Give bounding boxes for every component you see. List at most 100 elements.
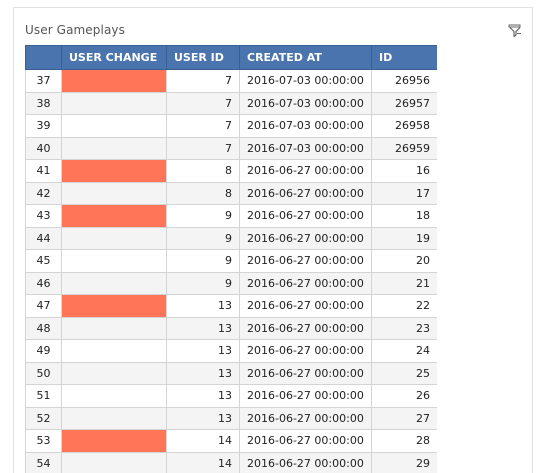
table-row[interactable]: 38 7 2016-07-03 00:00:00 26957 <box>25 91 437 115</box>
table-row[interactable]: 47 13 2016-06-27 00:00:00 22 <box>25 294 437 318</box>
table-row[interactable]: 48 13 2016-06-27 00:00:00 23 <box>25 316 437 340</box>
id-cell: 24 <box>371 339 437 363</box>
created-at-cell: 2016-06-27 00:00:00 <box>239 271 372 295</box>
panel: User Gameplays USER CHANGE USER ID CREAT… <box>13 7 533 473</box>
user-id-cell: 13 <box>166 406 240 430</box>
user-id-cell: 8 <box>166 181 240 205</box>
filter-icon[interactable] <box>508 24 522 38</box>
user-change-cell <box>61 451 167 473</box>
id-cell: 25 <box>371 361 437 385</box>
id-cell: 19 <box>371 226 437 250</box>
table-row[interactable]: 52 13 2016-06-27 00:00:00 27 <box>25 406 437 430</box>
user-id-cell: 9 <box>166 271 240 295</box>
user-change-cell <box>61 384 167 408</box>
user-id-cell: 9 <box>166 226 240 250</box>
row-index-cell: 53 <box>25 429 62 453</box>
user-change-cell <box>61 159 167 183</box>
created-at-cell: 2016-06-27 00:00:00 <box>239 451 372 473</box>
row-index-cell: 44 <box>25 226 62 250</box>
user-change-cell <box>61 249 167 273</box>
user-change-cell <box>61 361 167 385</box>
id-cell: 28 <box>371 429 437 453</box>
user-change-cell <box>61 226 167 250</box>
user-change-cell <box>61 204 167 228</box>
user-id-cell: 13 <box>166 294 240 318</box>
table-row[interactable]: 39 7 2016-07-03 00:00:00 26958 <box>25 114 437 138</box>
id-cell: 21 <box>371 271 437 295</box>
created-at-cell: 2016-06-27 00:00:00 <box>239 159 372 183</box>
created-at-cell: 2016-06-27 00:00:00 <box>239 316 372 340</box>
header-id[interactable]: ID <box>371 45 437 70</box>
header-user-change[interactable]: USER CHANGE <box>61 45 167 70</box>
user-change-cell <box>61 181 167 205</box>
user-id-cell: 13 <box>166 361 240 385</box>
table-row[interactable]: 49 13 2016-06-27 00:00:00 24 <box>25 339 437 363</box>
row-index-cell: 47 <box>25 294 62 318</box>
data-table: USER CHANGE USER ID CREATED AT ID 37 7 201… <box>25 45 437 473</box>
table-row[interactable]: 37 7 2016-07-03 00:00:00 26956 <box>25 69 437 93</box>
table-row[interactable]: 44 9 2016-06-27 00:00:00 19 <box>25 226 437 250</box>
row-index-cell: 46 <box>25 271 62 295</box>
id-cell: 26959 <box>371 136 437 160</box>
row-index-cell: 50 <box>25 361 62 385</box>
data-table-container[interactable]: USER CHANGE USER ID CREATED AT ID 37 7 201… <box>25 45 437 473</box>
row-index-cell: 37 <box>25 69 62 93</box>
row-index-cell: 45 <box>25 249 62 273</box>
created-at-cell: 2016-06-27 00:00:00 <box>239 204 372 228</box>
row-index-cell: 49 <box>25 339 62 363</box>
table-row[interactable]: 42 8 2016-06-27 00:00:00 17 <box>25 181 437 205</box>
user-change-cell <box>61 136 167 160</box>
user-change-cell <box>61 271 167 295</box>
user-change-cell <box>61 91 167 115</box>
table-row[interactable]: 53 14 2016-06-27 00:00:00 28 <box>25 429 437 453</box>
user-id-cell: 7 <box>166 91 240 115</box>
table-row[interactable]: 51 13 2016-06-27 00:00:00 26 <box>25 384 437 408</box>
user-change-cell <box>61 69 167 93</box>
user-id-cell: 14 <box>166 429 240 453</box>
created-at-cell: 2016-06-27 00:00:00 <box>239 226 372 250</box>
id-cell: 23 <box>371 316 437 340</box>
user-id-cell: 9 <box>166 249 240 273</box>
table-row[interactable]: 43 9 2016-06-27 00:00:00 18 <box>25 204 437 228</box>
row-index-cell: 42 <box>25 181 62 205</box>
created-at-cell: 2016-06-27 00:00:00 <box>239 339 372 363</box>
row-index-cell: 43 <box>25 204 62 228</box>
header-index <box>25 45 62 70</box>
header-created-at[interactable]: CREATED AT <box>239 45 372 70</box>
row-index-cell: 48 <box>25 316 62 340</box>
panel-title: User Gameplays <box>25 23 125 37</box>
created-at-cell: 2016-06-27 00:00:00 <box>239 294 372 318</box>
table-row[interactable]: 46 9 2016-06-27 00:00:00 21 <box>25 271 437 295</box>
row-index-cell: 39 <box>25 114 62 138</box>
id-cell: 26958 <box>371 114 437 138</box>
header-user-id[interactable]: USER ID <box>166 45 240 70</box>
user-change-cell <box>61 429 167 453</box>
user-id-cell: 8 <box>166 159 240 183</box>
created-at-cell: 2016-06-27 00:00:00 <box>239 429 372 453</box>
user-change-cell <box>61 406 167 430</box>
user-change-cell <box>61 294 167 318</box>
created-at-cell: 2016-07-03 00:00:00 <box>239 91 372 115</box>
table-row[interactable]: 40 7 2016-07-03 00:00:00 26959 <box>25 136 437 160</box>
id-cell: 27 <box>371 406 437 430</box>
created-at-cell: 2016-06-27 00:00:00 <box>239 249 372 273</box>
id-cell: 26 <box>371 384 437 408</box>
table-row[interactable]: 54 14 2016-06-27 00:00:00 29 <box>25 451 437 473</box>
id-cell: 17 <box>371 181 437 205</box>
user-id-cell: 7 <box>166 69 240 93</box>
user-change-cell <box>61 114 167 138</box>
user-id-cell: 7 <box>166 136 240 160</box>
created-at-cell: 2016-07-03 00:00:00 <box>239 114 372 138</box>
created-at-cell: 2016-06-27 00:00:00 <box>239 181 372 205</box>
table-row[interactable]: 45 9 2016-06-27 00:00:00 20 <box>25 249 437 273</box>
created-at-cell: 2016-07-03 00:00:00 <box>239 136 372 160</box>
created-at-cell: 2016-06-27 00:00:00 <box>239 384 372 408</box>
created-at-cell: 2016-06-27 00:00:00 <box>239 361 372 385</box>
user-change-cell <box>61 316 167 340</box>
user-id-cell: 13 <box>166 316 240 340</box>
row-index-cell: 40 <box>25 136 62 160</box>
table-row[interactable]: 41 8 2016-06-27 00:00:00 16 <box>25 159 437 183</box>
created-at-cell: 2016-07-03 00:00:00 <box>239 69 372 93</box>
table-body: 37 7 2016-07-03 00:00:00 26956 38 7 2016-07-03… <box>25 69 437 473</box>
table-row[interactable]: 50 13 2016-06-27 00:00:00 25 <box>25 361 437 385</box>
